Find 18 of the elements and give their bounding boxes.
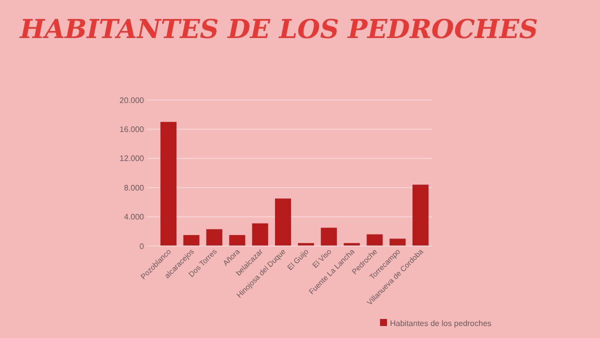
bar — [160, 122, 176, 246]
y-tick-label: 16.000 — [120, 125, 145, 134]
bar — [229, 235, 246, 246]
y-tick-label: 4.000 — [124, 212, 145, 222]
y-tick-label: 8.000 — [124, 183, 145, 192]
bar — [183, 235, 200, 246]
bar — [206, 229, 222, 246]
bar — [320, 228, 337, 246]
legend-label: Habitantes de los pedroches — [390, 319, 492, 328]
bar — [390, 238, 406, 246]
y-tick-label: 20.000 — [120, 96, 145, 105]
bar — [412, 184, 429, 246]
y-tick-label: 0 — [140, 242, 145, 251]
bar — [252, 223, 268, 246]
bar — [366, 234, 383, 246]
bar — [275, 198, 292, 246]
y-tick-label: 12.000 — [120, 154, 145, 164]
chart-title: HABITANTES DE LOS PEDROCHES — [19, 15, 538, 45]
